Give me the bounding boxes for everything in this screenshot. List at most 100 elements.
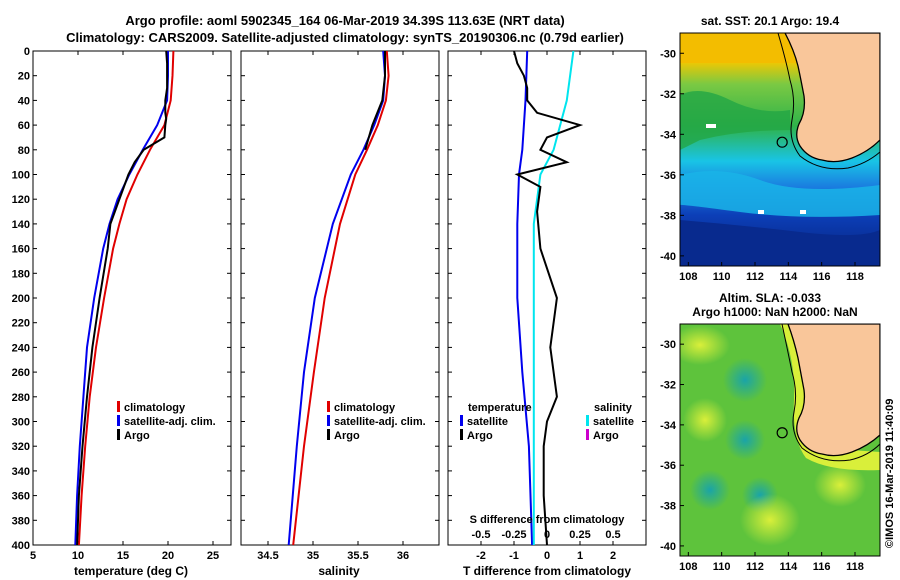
sst-map-frame bbox=[679, 32, 881, 267]
sst-map-y-ticks: -30 -32 -34 -36 -38 -40 bbox=[660, 48, 684, 263]
legend-label-argo: Argo bbox=[124, 430, 150, 442]
difference-y-ticks bbox=[448, 50, 646, 546]
map-y-tick-label: -34 bbox=[660, 129, 677, 141]
temperature-panel: 0 20 40 60 80 100 120 140 160 180 200 220 240 260 280 3… bbox=[12, 46, 232, 578]
difference-xlabel: T difference from climatology bbox=[463, 564, 631, 578]
x-tick-label: 15 bbox=[117, 550, 129, 562]
bathymetry-contour bbox=[781, 324, 880, 462]
map-x-tick-label: 110 bbox=[713, 561, 731, 573]
sla-high-anomaly bbox=[740, 494, 800, 546]
map-y-tick-label: -34 bbox=[660, 420, 677, 432]
sst-cold-band bbox=[680, 220, 880, 266]
y-tick-label: 200 bbox=[12, 293, 30, 305]
difference-axes-box bbox=[447, 50, 647, 546]
legend-label-argo: Argo bbox=[334, 430, 360, 442]
sst-cyan-band bbox=[680, 171, 880, 217]
bathymetry-contour bbox=[777, 33, 880, 170]
y-tick-label: 260 bbox=[12, 367, 30, 379]
y-tick-label: 20 bbox=[18, 71, 30, 83]
sla-high-anomaly bbox=[680, 325, 730, 365]
legend-label-sal-argo: Argo bbox=[593, 430, 619, 442]
x-tick-label: 10 bbox=[72, 550, 84, 562]
temperature-axes-box bbox=[32, 50, 232, 546]
sla-low-anomaly bbox=[725, 420, 765, 460]
sla-low-anomaly bbox=[723, 358, 767, 402]
sst-map-panel: sat. SST: 20.1 Argo: 19.4 108 110 112 114 11… bbox=[660, 14, 881, 283]
legend-label-temp-satellite: satellite bbox=[467, 416, 508, 428]
series-line-climatology bbox=[292, 51, 390, 545]
legend-label-satellite: satellite-adj. clim. bbox=[124, 416, 216, 428]
y-tick-label: 220 bbox=[12, 318, 30, 330]
x-tick-label: 0 bbox=[544, 550, 550, 562]
legend-swatch-climatology bbox=[117, 401, 120, 412]
sla-high-anomaly bbox=[814, 463, 866, 507]
sst-missing-pixel bbox=[706, 124, 716, 128]
x-tick-label: -2 bbox=[476, 550, 486, 562]
y-tick-label: 320 bbox=[12, 441, 30, 453]
map-x-tick-label: 108 bbox=[679, 561, 697, 573]
temperature-series bbox=[74, 51, 175, 545]
y-tick-label: 280 bbox=[12, 392, 30, 404]
map-y-tick-label: -40 bbox=[660, 541, 676, 553]
map-y-tick-label: -30 bbox=[660, 48, 676, 60]
difference-secondary-xlabel: S difference from climatology bbox=[470, 514, 626, 526]
y-tick-label: 120 bbox=[12, 194, 30, 206]
legend-swatch-temp-satellite bbox=[460, 415, 463, 426]
legend-swatch-argo bbox=[327, 429, 330, 440]
map-x-tick-label: 110 bbox=[713, 271, 731, 283]
y-tick-label: 180 bbox=[12, 268, 30, 280]
y-tick-label: 80 bbox=[18, 145, 30, 157]
difference-series bbox=[513, 51, 584, 545]
legend-title-salinity: salinity bbox=[594, 402, 633, 414]
y-tick-label: 380 bbox=[12, 515, 30, 527]
land-mass bbox=[784, 33, 880, 163]
secondary-x-tick-label: 0.25 bbox=[569, 529, 590, 541]
y-tick-label: 60 bbox=[18, 120, 30, 132]
sst-map-title: sat. SST: 20.1 Argo: 19.4 bbox=[701, 14, 840, 28]
sst-map-field bbox=[680, 33, 880, 266]
y-tick-label: 40 bbox=[18, 95, 30, 107]
difference-legend-temperature: temperature satellite Argo bbox=[460, 402, 532, 442]
y-tick-label: 100 bbox=[12, 170, 30, 182]
y-tick-label: 360 bbox=[12, 491, 30, 503]
legend-label-satellite: satellite-adj. clim. bbox=[334, 416, 426, 428]
temperature-xlabel: temperature (deg C) bbox=[74, 564, 188, 578]
x-tick-label: 35 bbox=[307, 550, 319, 562]
title-line1: Argo profile: aoml 5902345_164 06-Mar-20… bbox=[125, 13, 564, 28]
map-x-tick-label: 116 bbox=[813, 561, 831, 573]
map-x-tick-label: 118 bbox=[846, 561, 864, 573]
y-tick-label: 300 bbox=[12, 417, 30, 429]
sla-map-field bbox=[680, 324, 880, 556]
map-x-tick-label: 112 bbox=[746, 561, 764, 573]
legend-title-temperature: temperature bbox=[468, 402, 532, 414]
temperature-y-ticks: 0 20 40 60 80 100 120 140 160 180 200 220 240 260 280 3… bbox=[12, 46, 231, 552]
y-tick-label: 240 bbox=[12, 342, 30, 354]
legend-swatch-climatology bbox=[327, 401, 330, 412]
map-y-tick-label: -32 bbox=[660, 89, 676, 101]
secondary-x-tick-label: 0.5 bbox=[605, 529, 620, 541]
series-line-climatology bbox=[77, 51, 175, 545]
map-y-tick-label: -36 bbox=[660, 460, 676, 472]
sla-map-title-line1: Altim. SLA: -0.033 bbox=[719, 291, 821, 305]
legend-label-sal-satellite: satellite bbox=[593, 416, 634, 428]
legend-swatch-argo bbox=[117, 429, 120, 440]
x-tick-label: 34.5 bbox=[257, 550, 278, 562]
map-x-tick-label: 118 bbox=[846, 271, 864, 283]
map-y-tick-label: -32 bbox=[660, 380, 676, 392]
series-line-argo bbox=[76, 51, 169, 545]
salinity-xlabel: salinity bbox=[318, 564, 360, 578]
map-y-tick-label: -38 bbox=[660, 210, 676, 222]
map-y-tick-label: -30 bbox=[660, 339, 676, 351]
x-tick-label: 5 bbox=[30, 550, 36, 562]
sla-map-y-ticks: -30 -32 -34 -36 -38 -40 bbox=[660, 339, 684, 553]
series-line-temperature-satellite bbox=[516, 51, 534, 545]
x-tick-label: 36 bbox=[397, 550, 409, 562]
title-line2: Climatology: CARS2009. Satellite-adjuste… bbox=[66, 30, 624, 45]
sst-missing-pixel bbox=[800, 210, 806, 214]
y-tick-label: 400 bbox=[12, 540, 30, 552]
x-tick-label: 1 bbox=[577, 550, 583, 562]
legend-swatch-sal-argo bbox=[586, 429, 589, 440]
sla-high-anomaly bbox=[683, 398, 727, 442]
sla-map-title-line2: Argo h1000: NaN h2000: NaN bbox=[692, 305, 857, 319]
